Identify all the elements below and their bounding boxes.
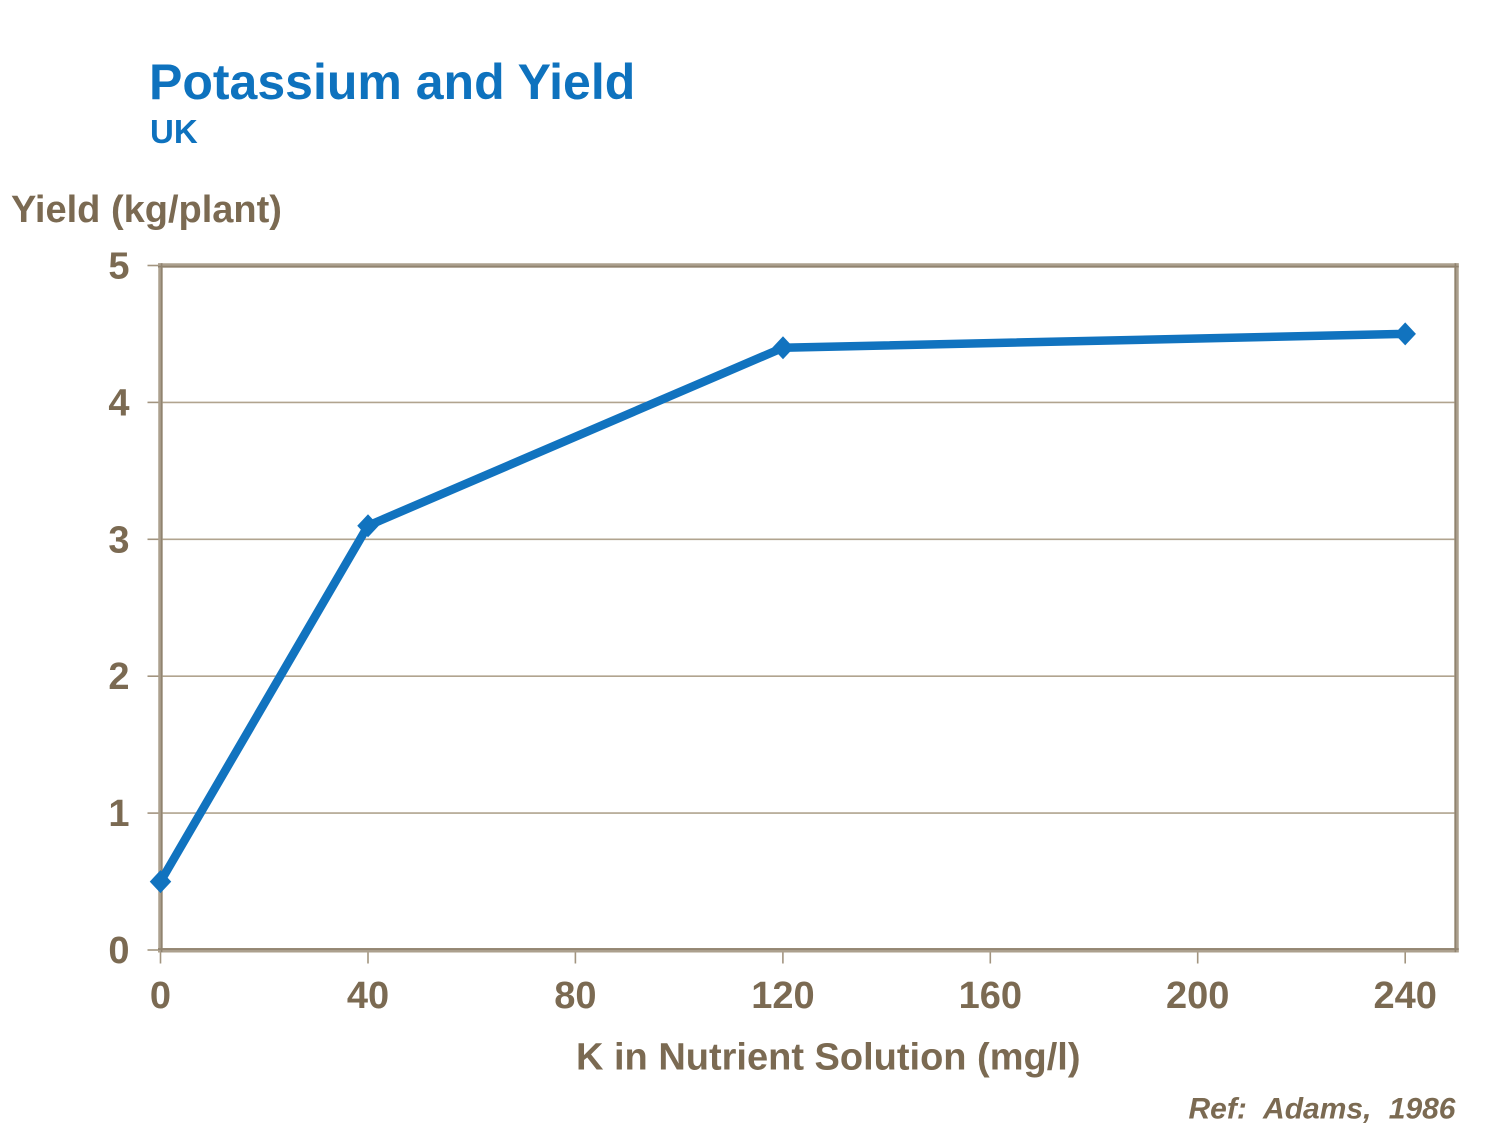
svg-text:Yield (kg/plant): Yield (kg/plant) bbox=[11, 189, 282, 231]
svg-text:4: 4 bbox=[108, 382, 129, 424]
svg-text:3: 3 bbox=[108, 519, 129, 561]
svg-text:2: 2 bbox=[108, 656, 129, 698]
svg-text:160: 160 bbox=[959, 975, 1022, 1017]
svg-text:UK: UK bbox=[150, 113, 198, 150]
svg-text:1: 1 bbox=[108, 793, 129, 835]
svg-text:40: 40 bbox=[347, 975, 389, 1017]
svg-text:5: 5 bbox=[108, 246, 129, 288]
svg-text:0: 0 bbox=[108, 930, 129, 972]
svg-text:K in Nutrient Solution (mg/l): K in Nutrient Solution (mg/l) bbox=[576, 1037, 1080, 1079]
svg-text:240: 240 bbox=[1373, 975, 1436, 1017]
svg-text:200: 200 bbox=[1166, 975, 1229, 1017]
svg-text:Potassium and Yield: Potassium and Yield bbox=[149, 54, 635, 110]
svg-text:0: 0 bbox=[150, 975, 171, 1017]
svg-text:Ref: Adams, 1986: Ref: Adams, 1986 bbox=[1189, 1092, 1456, 1125]
svg-text:120: 120 bbox=[751, 975, 814, 1017]
svg-text:80: 80 bbox=[554, 975, 596, 1017]
